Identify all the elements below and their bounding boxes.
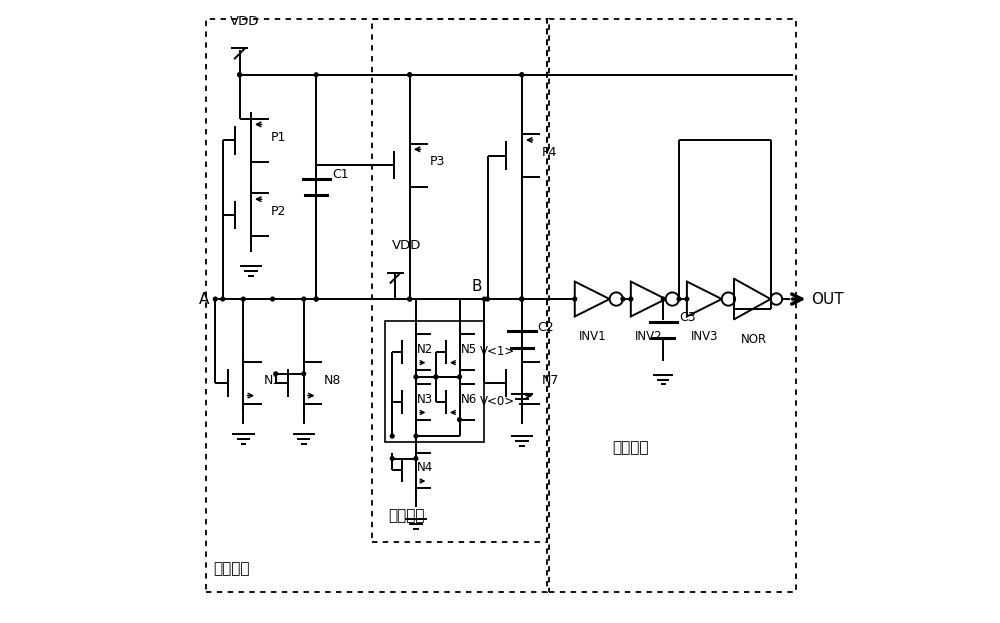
Circle shape <box>238 73 241 77</box>
Circle shape <box>458 417 461 421</box>
Circle shape <box>621 297 625 301</box>
Circle shape <box>434 375 438 379</box>
Text: P3: P3 <box>430 156 445 168</box>
Circle shape <box>520 297 524 301</box>
Text: N6: N6 <box>461 393 477 406</box>
Circle shape <box>271 297 274 301</box>
Text: N7: N7 <box>542 374 559 386</box>
Circle shape <box>390 457 394 460</box>
Text: INV1: INV1 <box>578 330 606 343</box>
Text: C3: C3 <box>679 312 695 324</box>
Circle shape <box>221 297 225 301</box>
Circle shape <box>408 73 412 77</box>
Text: N8: N8 <box>324 374 341 386</box>
Circle shape <box>408 297 412 301</box>
Circle shape <box>520 73 524 77</box>
Text: V<1>: V<1> <box>479 346 515 358</box>
Text: C2: C2 <box>537 321 554 333</box>
Circle shape <box>677 297 681 301</box>
Circle shape <box>520 73 524 77</box>
Bar <box>206 19 547 592</box>
Circle shape <box>414 375 418 379</box>
Text: N3: N3 <box>417 393 433 406</box>
Circle shape <box>238 73 241 77</box>
Circle shape <box>458 375 461 379</box>
Circle shape <box>408 73 412 77</box>
Text: VDD: VDD <box>392 239 422 252</box>
Text: P1: P1 <box>271 131 286 143</box>
Circle shape <box>520 297 524 301</box>
Text: C1: C1 <box>332 168 348 181</box>
Text: P4: P4 <box>542 146 557 159</box>
Circle shape <box>520 297 524 301</box>
Circle shape <box>314 297 318 301</box>
Circle shape <box>520 297 524 301</box>
Circle shape <box>486 297 489 301</box>
Text: NOR: NOR <box>741 333 767 346</box>
Circle shape <box>314 73 318 77</box>
Circle shape <box>685 297 689 301</box>
Text: 脉冲产生: 脉冲产生 <box>213 561 250 576</box>
Text: OUT: OUT <box>812 292 844 307</box>
Circle shape <box>302 372 306 376</box>
Text: N2: N2 <box>417 343 433 356</box>
Circle shape <box>573 297 577 301</box>
Circle shape <box>274 372 278 376</box>
Circle shape <box>483 297 486 301</box>
Text: V<0>: V<0> <box>479 396 515 408</box>
Bar <box>372 19 547 542</box>
Circle shape <box>302 297 306 301</box>
Bar <box>385 321 484 442</box>
Circle shape <box>434 375 438 379</box>
Text: 电压检测: 电压检测 <box>388 508 424 523</box>
Text: VDD: VDD <box>230 15 260 28</box>
Text: INV2: INV2 <box>634 330 662 343</box>
Circle shape <box>414 434 418 438</box>
Text: 滤波电路: 滤波电路 <box>612 440 649 455</box>
Text: P2: P2 <box>271 206 286 218</box>
Circle shape <box>390 434 394 438</box>
Text: N4: N4 <box>417 462 433 474</box>
Circle shape <box>314 297 318 301</box>
Text: N1: N1 <box>263 374 281 386</box>
Circle shape <box>213 297 217 301</box>
Text: N5: N5 <box>461 343 477 356</box>
Text: B: B <box>472 279 482 294</box>
Circle shape <box>241 297 245 301</box>
Circle shape <box>661 297 665 301</box>
Bar <box>549 19 796 592</box>
Circle shape <box>629 297 633 301</box>
Circle shape <box>408 297 412 301</box>
Text: INV3: INV3 <box>691 330 718 343</box>
Circle shape <box>414 457 418 460</box>
Text: A: A <box>199 292 209 307</box>
